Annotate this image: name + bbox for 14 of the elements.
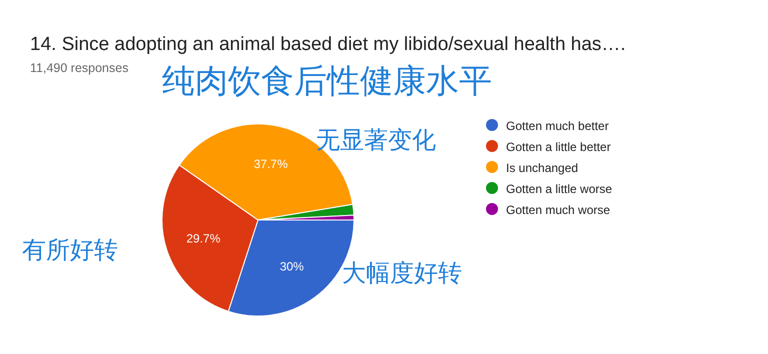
text: 无显著变化	[316, 127, 436, 154]
text: 有所好转	[22, 237, 118, 264]
text: 纯肉饮食后性健康水平	[162, 62, 492, 99]
legend-label: Gotten a little worse	[506, 182, 612, 196]
legend-label: Gotten a little better	[506, 140, 611, 154]
data-label: 30%	[280, 260, 304, 274]
text: 大幅度好转	[342, 260, 462, 287]
chart-subtitle: 11,490 responses	[30, 61, 128, 75]
legend-label: Gotten much better	[506, 119, 609, 133]
data-label: 29.7%	[186, 231, 221, 246]
legend-label: Is unchanged	[506, 161, 578, 175]
data-label: 37.7%	[254, 156, 288, 171]
chart-title: 14. Since adopting an animal based diet my libido/sexual health has….	[30, 34, 626, 55]
legend-label: Gotten much worse	[506, 203, 610, 217]
